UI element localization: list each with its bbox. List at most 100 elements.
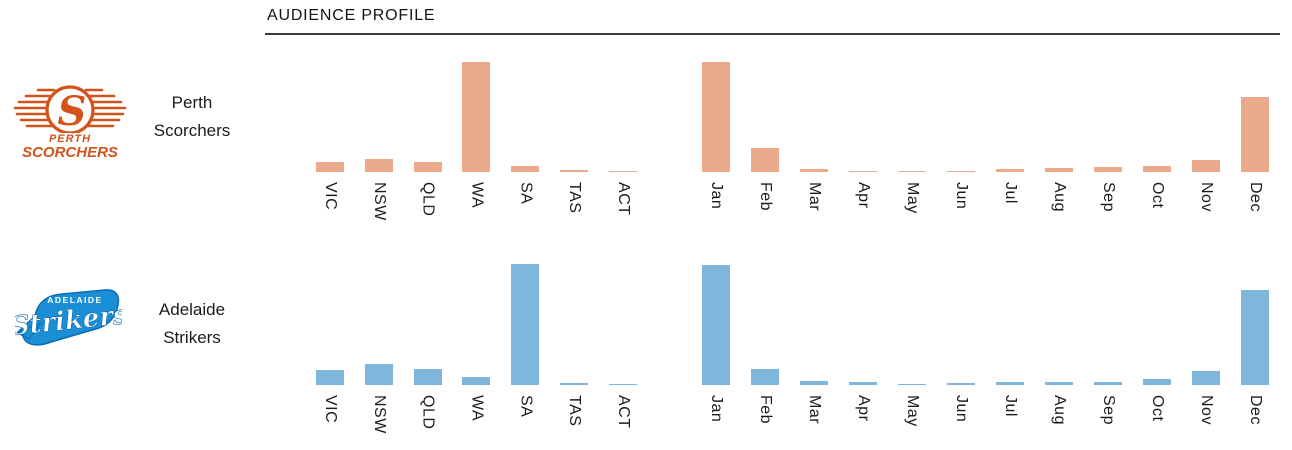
- bar-slot: Aug: [1045, 260, 1073, 425]
- team-name-adelaide-strikers: Adelaide Strikers: [137, 296, 247, 352]
- bar-label-feb: Feb: [757, 182, 774, 212]
- bar-label-oct: Oct: [1149, 395, 1166, 422]
- bar-feb: [751, 369, 779, 385]
- perth-scorchers-month-chart: Jan Feb Mar Apr May Jun Jul Aug Sep Oct Nov Dec: [702, 47, 1269, 214]
- bar-slot: Apr: [849, 47, 877, 208]
- bar-label-act: ACT: [614, 182, 632, 216]
- bar-label-nsw: NSW: [370, 182, 388, 221]
- bar-nov: [1192, 371, 1220, 385]
- perth-scorchers-logo: S PERTH SCORCHERS: [13, 85, 127, 160]
- bar-label-act: ACT: [614, 395, 632, 429]
- bar-label-wa: WA: [468, 182, 486, 209]
- title-underline: [265, 33, 1280, 35]
- bar-label-jan: Jan: [708, 395, 725, 423]
- bar-wa: [462, 377, 491, 385]
- bar-slot: SA: [511, 260, 540, 417]
- bar-label-nov: Nov: [1198, 182, 1215, 212]
- bar-slot: ACT: [608, 47, 637, 216]
- bar-slot: NSW: [364, 47, 393, 221]
- bar-slot: Mar: [800, 260, 828, 424]
- bar-act: [608, 383, 637, 385]
- bar-dec: [1241, 97, 1269, 172]
- bar-label-sep: Sep: [1100, 182, 1117, 212]
- bar-may: [898, 383, 926, 385]
- bar-label-may: May: [904, 395, 921, 427]
- bar-label-sep: Sep: [1100, 395, 1117, 425]
- logo-text-strikers: Strikers: [15, 300, 122, 342]
- logo-text-perth: PERTH: [49, 133, 91, 145]
- logo-initial: S: [58, 88, 87, 135]
- bar-nsw: [364, 159, 393, 172]
- bar-label-jan: Jan: [708, 182, 725, 210]
- logo-tail: [16, 321, 43, 340]
- bar-slot: May: [898, 47, 926, 214]
- bar-nov: [1192, 160, 1220, 172]
- bar-slot: May: [898, 260, 926, 427]
- bar-slot: Sep: [1094, 260, 1122, 425]
- bar-slot: TAS: [560, 47, 589, 213]
- adelaide-strikers-month-chart: Jan Feb Mar Apr May Jun Jul Aug Sep Oct Nov Dec: [702, 260, 1269, 427]
- bar-label-jun: Jun: [953, 182, 970, 210]
- bar-jan: [702, 265, 730, 385]
- bar-slot: Feb: [751, 47, 779, 211]
- adelaide-strikers-state-chart: VIC NSW QLD WA SA TAS ACT: [316, 260, 637, 434]
- adelaide-strikers-logo: ADELAIDE Strikers: [15, 289, 122, 346]
- bar-slot: Dec: [1241, 47, 1269, 212]
- bar-slot: Jun: [947, 47, 975, 209]
- bar-slot: NSW: [364, 260, 393, 434]
- bar-label-jul: Jul: [1002, 395, 1019, 417]
- bar-wa: [462, 62, 491, 172]
- bar-label-tas: TAS: [566, 182, 584, 214]
- bar-slot: WA: [462, 47, 491, 208]
- bar-nsw: [364, 364, 393, 385]
- bar-slot: Oct: [1143, 260, 1171, 421]
- bar-label-qld: QLD: [419, 182, 437, 217]
- bar-slot: Aug: [1045, 47, 1073, 212]
- team-name-line: Strikers: [163, 328, 221, 347]
- logo-text-adelaide: ADELAIDE: [47, 295, 102, 305]
- bar-slot: VIC: [316, 260, 344, 423]
- bar-slot: VIC: [316, 47, 344, 210]
- perth-scorchers-state-chart: VIC NSW QLD WA SA TAS ACT: [316, 47, 637, 221]
- bar-slot: Jul: [996, 260, 1024, 417]
- team-name-line: Adelaide: [158, 300, 226, 319]
- bar-label-apr: Apr: [855, 395, 872, 422]
- bar-label-oct: Oct: [1149, 182, 1166, 209]
- bar-label-aug: Aug: [1051, 182, 1068, 212]
- bar-label-vic: VIC: [322, 395, 339, 424]
- bar-slot: QLD: [413, 47, 442, 216]
- bar-feb: [751, 148, 779, 172]
- team-name-perth-scorchers: Perth Scorchers: [137, 89, 247, 145]
- bar-sa: [511, 166, 540, 172]
- bar-sep: [1094, 382, 1122, 385]
- bar-mar: [800, 169, 828, 172]
- bar-jul: [996, 381, 1024, 385]
- bar-label-qld: QLD: [419, 395, 437, 430]
- bar-label-aug: Aug: [1051, 395, 1068, 425]
- speed-lines-icon: [13, 88, 127, 128]
- bar-oct: [1143, 379, 1171, 385]
- bar-slot: Feb: [751, 260, 779, 424]
- bar-slot: Jun: [947, 260, 975, 422]
- bar-slot: Apr: [849, 260, 877, 421]
- bar-qld: [413, 161, 442, 172]
- bar-mar: [800, 381, 828, 385]
- bar-label-apr: Apr: [855, 182, 872, 209]
- bar-label-wa: WA: [468, 395, 486, 422]
- bar-slot: WA: [462, 260, 491, 421]
- bar-label-feb: Feb: [757, 395, 774, 425]
- team-name-line: Scorchers: [153, 121, 231, 140]
- bar-apr: [849, 382, 877, 385]
- bar-slot: Nov: [1192, 47, 1220, 212]
- bar-label-sa: SA: [517, 395, 535, 418]
- bar-aug: [1045, 382, 1073, 385]
- bar-label-nov: Nov: [1198, 395, 1215, 425]
- bar-slot: QLD: [413, 260, 442, 429]
- bar-label-dec: Dec: [1247, 182, 1264, 212]
- bar-slot: Dec: [1241, 260, 1269, 425]
- bar-slot: Oct: [1143, 47, 1171, 208]
- bar-slot: Jul: [996, 47, 1024, 204]
- bar-sep: [1094, 167, 1122, 172]
- bar-act: [608, 170, 637, 172]
